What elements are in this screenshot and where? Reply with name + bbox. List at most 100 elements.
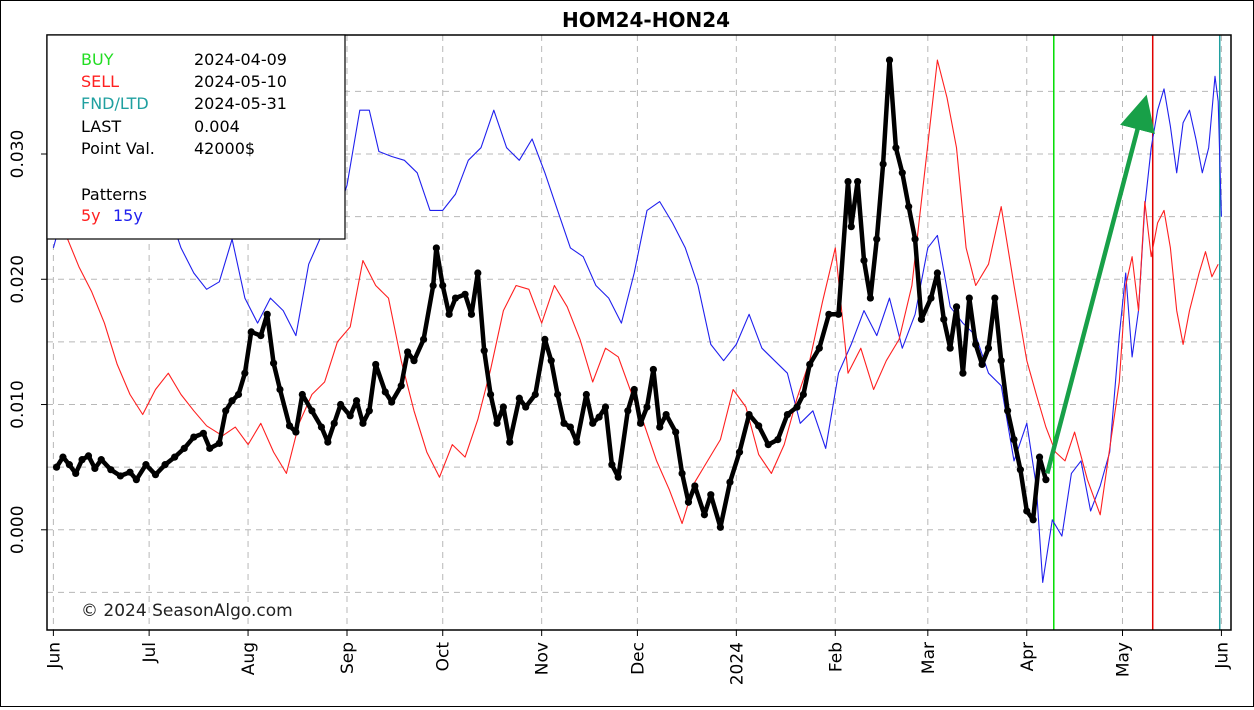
data-point — [330, 419, 338, 427]
data-point — [474, 269, 482, 277]
data-point — [199, 429, 207, 437]
x-tick-label: Apr — [1018, 642, 1038, 671]
data-point — [228, 397, 236, 405]
data-point — [905, 203, 913, 211]
info-buy-label: BUY — [81, 50, 114, 69]
data-point — [911, 235, 919, 243]
data-point — [388, 398, 396, 406]
data-point — [636, 419, 645, 427]
x-tick-label: Jun — [44, 642, 64, 670]
data-point — [972, 340, 980, 348]
x-tick-label: Aug — [239, 642, 259, 675]
data-point — [190, 433, 198, 441]
vertical-markers — [1053, 35, 1221, 630]
info-pointval-label: Point Val. — [81, 139, 155, 158]
info-buy-value: 2024-04-09 — [194, 50, 287, 69]
patterns-label: Patterns — [81, 185, 147, 204]
data-point — [419, 335, 428, 343]
data-point — [1016, 466, 1024, 474]
data-point — [834, 310, 843, 318]
pattern-line-15y — [52, 75, 1222, 583]
data-point — [515, 394, 523, 402]
info-fnd-value: 2024-05-31 — [194, 94, 287, 113]
data-point — [793, 403, 801, 411]
data-point — [672, 428, 680, 436]
data-point — [879, 160, 887, 168]
data-point — [487, 390, 495, 399]
data-point — [247, 328, 255, 336]
trend-arrow-line — [1045, 94, 1155, 474]
data-point — [337, 400, 345, 409]
x-tick-label: Sep — [338, 642, 358, 674]
data-point — [656, 423, 664, 431]
data-point — [898, 169, 906, 177]
data-point — [684, 498, 693, 506]
data-point — [691, 482, 699, 490]
axis-ticks: Jun Jul Aug Sep Oct Nov Dec 2024 Feb Mar Apr May Jun… — [8, 130, 1232, 686]
data-point — [269, 359, 278, 367]
y-tick-label: 0.000 — [8, 505, 28, 554]
info-legend-box: BUY 2024-04-09 SELL 2024-05-10 FND/LTD 2… — [46, 34, 346, 240]
main-spread-line — [54, 57, 1049, 530]
data-point — [860, 256, 868, 265]
data-point — [700, 511, 709, 519]
data-point — [965, 294, 973, 302]
data-point — [595, 413, 603, 421]
data-point — [65, 461, 73, 469]
data-point — [745, 410, 753, 419]
info-last-label: LAST — [81, 117, 121, 136]
x-tick-label: Jul — [140, 642, 160, 664]
data-point — [806, 360, 814, 369]
data-point — [292, 428, 300, 436]
data-point — [91, 464, 99, 473]
data-point — [866, 294, 874, 302]
data-point — [439, 281, 447, 290]
data-point — [614, 473, 622, 481]
data-point — [959, 369, 967, 377]
data-point — [445, 310, 453, 318]
data-point — [467, 310, 476, 318]
data-point — [234, 390, 243, 399]
data-point — [206, 444, 214, 452]
trend-arrow — [1045, 94, 1155, 474]
data-point — [522, 403, 530, 411]
data-point — [547, 357, 555, 365]
data-point — [933, 269, 941, 277]
data-point — [991, 294, 999, 302]
data-point — [429, 281, 437, 290]
data-point — [997, 357, 1005, 365]
data-point — [755, 422, 763, 430]
y-tick-label: 0.030 — [8, 130, 28, 179]
info-sell-value: 2024-05-10 — [194, 72, 287, 91]
data-point — [404, 348, 412, 356]
data-point — [215, 439, 223, 447]
x-tick-label: Nov — [533, 642, 553, 675]
data-point — [589, 419, 597, 427]
series-layer — [52, 56, 1222, 583]
info-last-value: 0.004 — [194, 117, 240, 136]
data-point — [359, 419, 367, 427]
data-point — [257, 332, 265, 340]
data-point — [493, 419, 501, 427]
data-point — [678, 469, 686, 478]
data-point — [799, 390, 807, 399]
x-tick-label: Jun — [1212, 642, 1232, 670]
x-tick-label: Oct — [434, 642, 454, 672]
data-point — [854, 177, 862, 186]
y-tick-label: 0.010 — [8, 380, 28, 429]
data-point — [263, 310, 271, 318]
data-point — [107, 466, 115, 474]
data-point — [815, 344, 823, 352]
data-point — [601, 403, 610, 411]
data-point — [151, 471, 160, 479]
data-point — [506, 438, 514, 446]
data-point — [1042, 476, 1050, 484]
info-sell-label: SELL — [81, 72, 119, 91]
x-tick-label: Mar — [919, 642, 939, 674]
data-point — [372, 360, 380, 369]
data-point — [662, 410, 670, 419]
data-point — [346, 412, 354, 420]
x-tick-label: May — [1113, 642, 1133, 677]
pattern-line-5y — [52, 59, 1219, 525]
